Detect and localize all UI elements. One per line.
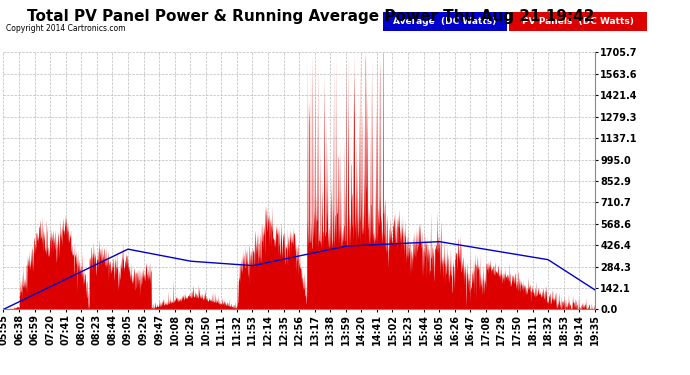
Text: Total PV Panel Power & Running Average Power Thu Aug 21 19:42: Total PV Panel Power & Running Average P… [27,9,594,24]
Text: Copyright 2014 Cartronics.com: Copyright 2014 Cartronics.com [6,24,125,33]
Text: Average  (DC Watts): Average (DC Watts) [393,17,497,26]
FancyBboxPatch shape [509,12,647,31]
FancyBboxPatch shape [383,12,507,31]
Text: PV Panels  (DC Watts): PV Panels (DC Watts) [522,17,633,26]
